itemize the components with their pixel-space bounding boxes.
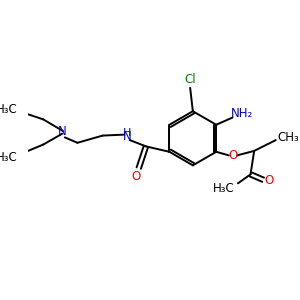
Text: H₃C: H₃C	[213, 182, 234, 195]
Text: CH₃: CH₃	[278, 131, 299, 144]
Text: O: O	[131, 170, 141, 183]
Text: H₃C: H₃C	[0, 151, 18, 164]
Text: Cl: Cl	[184, 73, 196, 86]
Text: NH₂: NH₂	[231, 106, 254, 119]
Text: N: N	[123, 130, 131, 143]
Text: H₃C: H₃C	[0, 103, 18, 116]
Text: O: O	[265, 174, 274, 187]
Text: O: O	[229, 149, 238, 162]
Text: N: N	[58, 124, 67, 138]
Text: H: H	[123, 128, 131, 138]
